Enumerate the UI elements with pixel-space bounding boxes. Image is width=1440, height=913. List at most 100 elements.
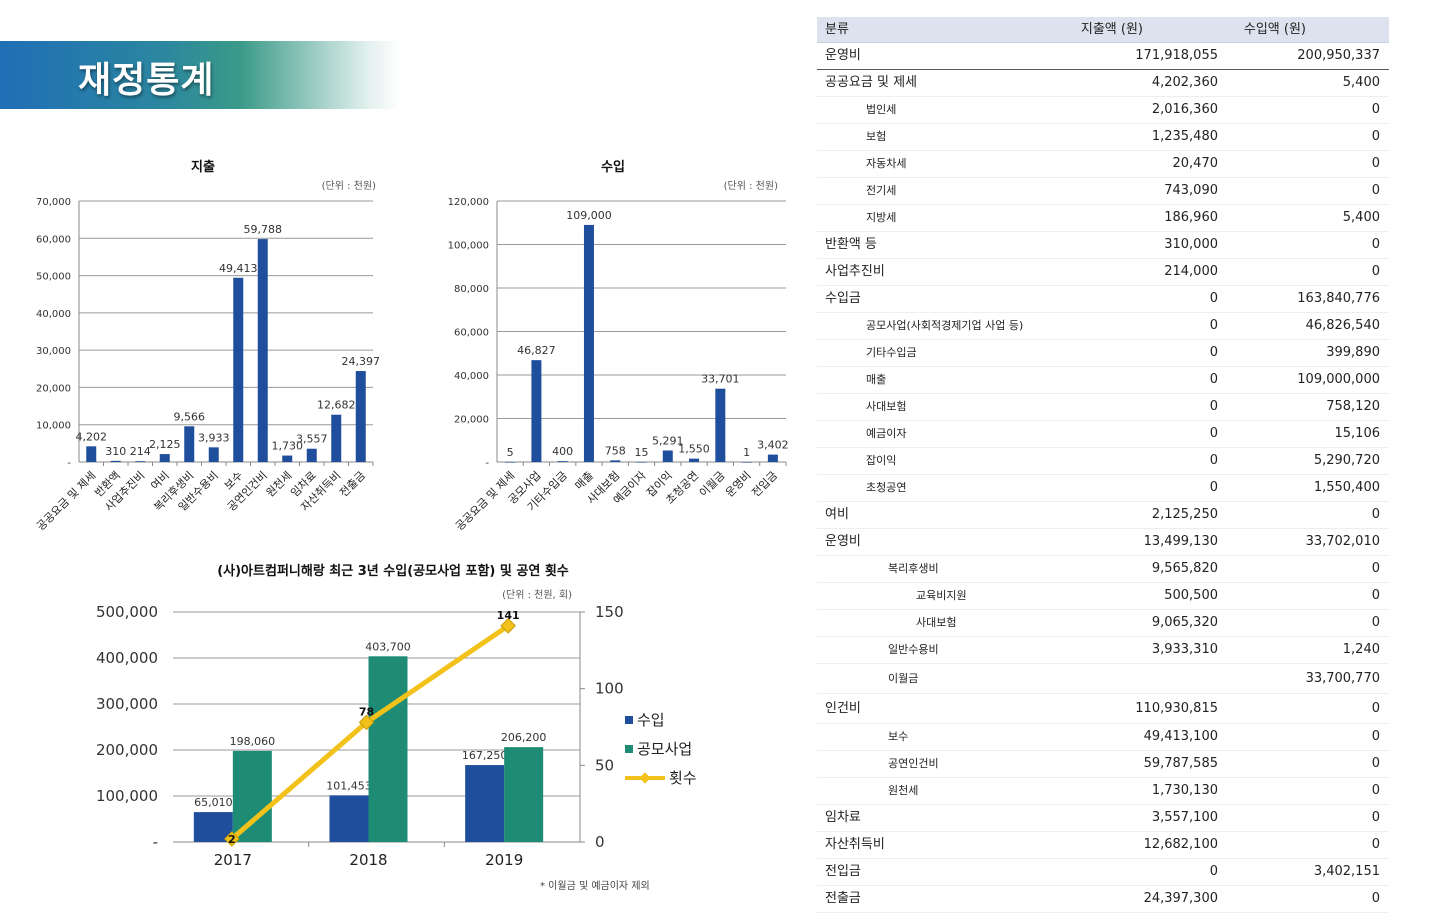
- row-expense: 9,065,320: [1151, 615, 1218, 630]
- row-label: 공연인건비: [888, 757, 939, 770]
- data-label: 310: [105, 445, 126, 458]
- bar: [583, 224, 594, 462]
- x-category-label: 전입금: [749, 469, 780, 500]
- legend-swatch: [625, 745, 633, 753]
- y-tick-label: 10,000: [36, 421, 71, 432]
- row-expense: 2,016,360: [1151, 102, 1218, 117]
- y2-tick-label: 100: [595, 680, 624, 698]
- data-label: 3,557: [296, 433, 328, 446]
- page-title: 재정통계: [78, 60, 215, 101]
- line-point: [500, 618, 516, 634]
- row-expense: 9,565,820: [1151, 561, 1218, 576]
- chart-title: 지출: [191, 159, 215, 175]
- row-label: 보수: [888, 730, 909, 743]
- table-row: 공모사업(사회적경제기업 사업 등) 0 46,826,540: [817, 313, 1389, 340]
- bar: [331, 414, 342, 462]
- bar: [208, 447, 219, 462]
- bar: [610, 460, 621, 462]
- data-label: 2,125: [149, 438, 181, 451]
- bar-income: [465, 765, 505, 842]
- table-row: 사대보험 9,065,320 0: [817, 610, 1389, 637]
- bar: [282, 455, 293, 462]
- header-income: 수입액 (원): [1243, 22, 1306, 37]
- table-row: 보험 1,235,480 0: [817, 124, 1389, 151]
- x-category-label: 원천세: [263, 468, 294, 499]
- table-row: 반환액 등 310,000 0: [817, 232, 1389, 259]
- table-row: 교육비지원 500,500 0: [817, 583, 1389, 610]
- row-income: 399,890: [1326, 345, 1380, 360]
- data-label: 5,291: [652, 434, 684, 447]
- row-income: 0: [1371, 729, 1380, 744]
- y2-tick-label: 50: [595, 756, 614, 774]
- row-label: 반환액 등: [825, 237, 877, 252]
- unit-label: (단위 : 천원): [724, 179, 778, 192]
- line-data-label: 78: [359, 705, 374, 718]
- bar-contest: [504, 747, 544, 842]
- table-row: 사업추진비 214,000 0: [817, 259, 1389, 286]
- data-label: 206,200: [501, 731, 546, 744]
- row-expense: 186,960: [1164, 210, 1218, 225]
- table-body: 운영비 171,918,055 200,950,337 공공요금 및 제세 4,202,…: [817, 43, 1389, 913]
- data-label: 3,402: [757, 439, 789, 452]
- y-tick-label: -: [153, 833, 158, 851]
- data-label: 1,730: [272, 440, 304, 453]
- row-income: 5,290,720: [1313, 453, 1380, 468]
- row-income: 0: [1371, 102, 1380, 117]
- row-expense: 743,090: [1164, 183, 1218, 198]
- y-tick-label: 40,000: [36, 309, 71, 320]
- data-label: 15: [635, 446, 649, 459]
- row-label: 사대보험: [866, 400, 907, 413]
- y-tick-label: 200,000: [96, 741, 158, 759]
- bar: [636, 461, 647, 463]
- row-expense: 171,918,055: [1135, 48, 1218, 63]
- table-row: 매출 0 109,000,000: [817, 367, 1389, 394]
- row-label: 자산취득비: [825, 837, 885, 852]
- row-income: 33,700,770: [1305, 671, 1380, 686]
- table-row: 복리후생비 9,565,820 0: [817, 556, 1389, 583]
- line-data-label: 141: [497, 609, 520, 622]
- table-row: 공연인건비 59,787,585 0: [817, 751, 1389, 778]
- row-expense: 0: [1209, 291, 1218, 306]
- bar: [689, 458, 700, 462]
- data-label: 49,413: [219, 262, 258, 275]
- row-income: 5,400: [1342, 75, 1380, 90]
- bar: [715, 388, 726, 462]
- data-label: 24,397: [342, 355, 381, 368]
- row-income: 0: [1371, 156, 1380, 171]
- x-category-label: 공공요금 및 제세: [34, 469, 98, 533]
- y-tick-label: 70,000: [36, 197, 71, 208]
- bar: [257, 239, 268, 462]
- row-expense: 1,730,130: [1151, 783, 1218, 798]
- row-label: 교육비지원: [916, 589, 967, 602]
- data-label: 214: [130, 445, 151, 458]
- row-income: 3,402,151: [1313, 864, 1380, 879]
- row-label: 매출: [866, 373, 887, 386]
- bar-contest: [232, 750, 272, 842]
- row-income: 0: [1371, 615, 1380, 630]
- data-label: 9,566: [174, 410, 206, 423]
- x-category-label: 공공요금 및 제세: [453, 469, 517, 533]
- row-label: 잡이익: [866, 454, 897, 467]
- table-row: 운영비 171,918,055 200,950,337: [817, 43, 1389, 70]
- y-tick-label: 300,000: [96, 695, 158, 713]
- row-label: 전출금: [825, 891, 861, 906]
- data-label: 5: [507, 446, 514, 459]
- row-label: 전입금: [825, 864, 861, 879]
- row-expense: 214,000: [1164, 264, 1218, 279]
- table-row: 잡이익 0 5,290,720: [817, 448, 1389, 475]
- row-label: 여비: [825, 507, 849, 522]
- table-row: 사대보험 0 758,120: [817, 394, 1389, 421]
- row-income: 0: [1371, 237, 1380, 252]
- row-income: 33,702,010: [1305, 534, 1380, 549]
- data-label: 109,000: [566, 209, 612, 222]
- row-income: 0: [1371, 756, 1380, 771]
- table-row: 수입금 0 163,840,776: [817, 286, 1389, 313]
- data-label: 198,060: [230, 735, 275, 748]
- row-expense: 24,397,300: [1143, 891, 1218, 906]
- row-label: 공모사업(사회적경제기업 사업 등): [866, 319, 1024, 332]
- row-income: 0: [1371, 183, 1380, 198]
- row-expense: 0: [1209, 345, 1218, 360]
- income-bar-chart: 수입 (단위 : 천원) - 20,000 40,000 60,000 80,000 100,…: [448, 160, 789, 533]
- unit-label: (단위 : 천원, 회): [502, 588, 572, 601]
- row-income: 0: [1371, 561, 1380, 576]
